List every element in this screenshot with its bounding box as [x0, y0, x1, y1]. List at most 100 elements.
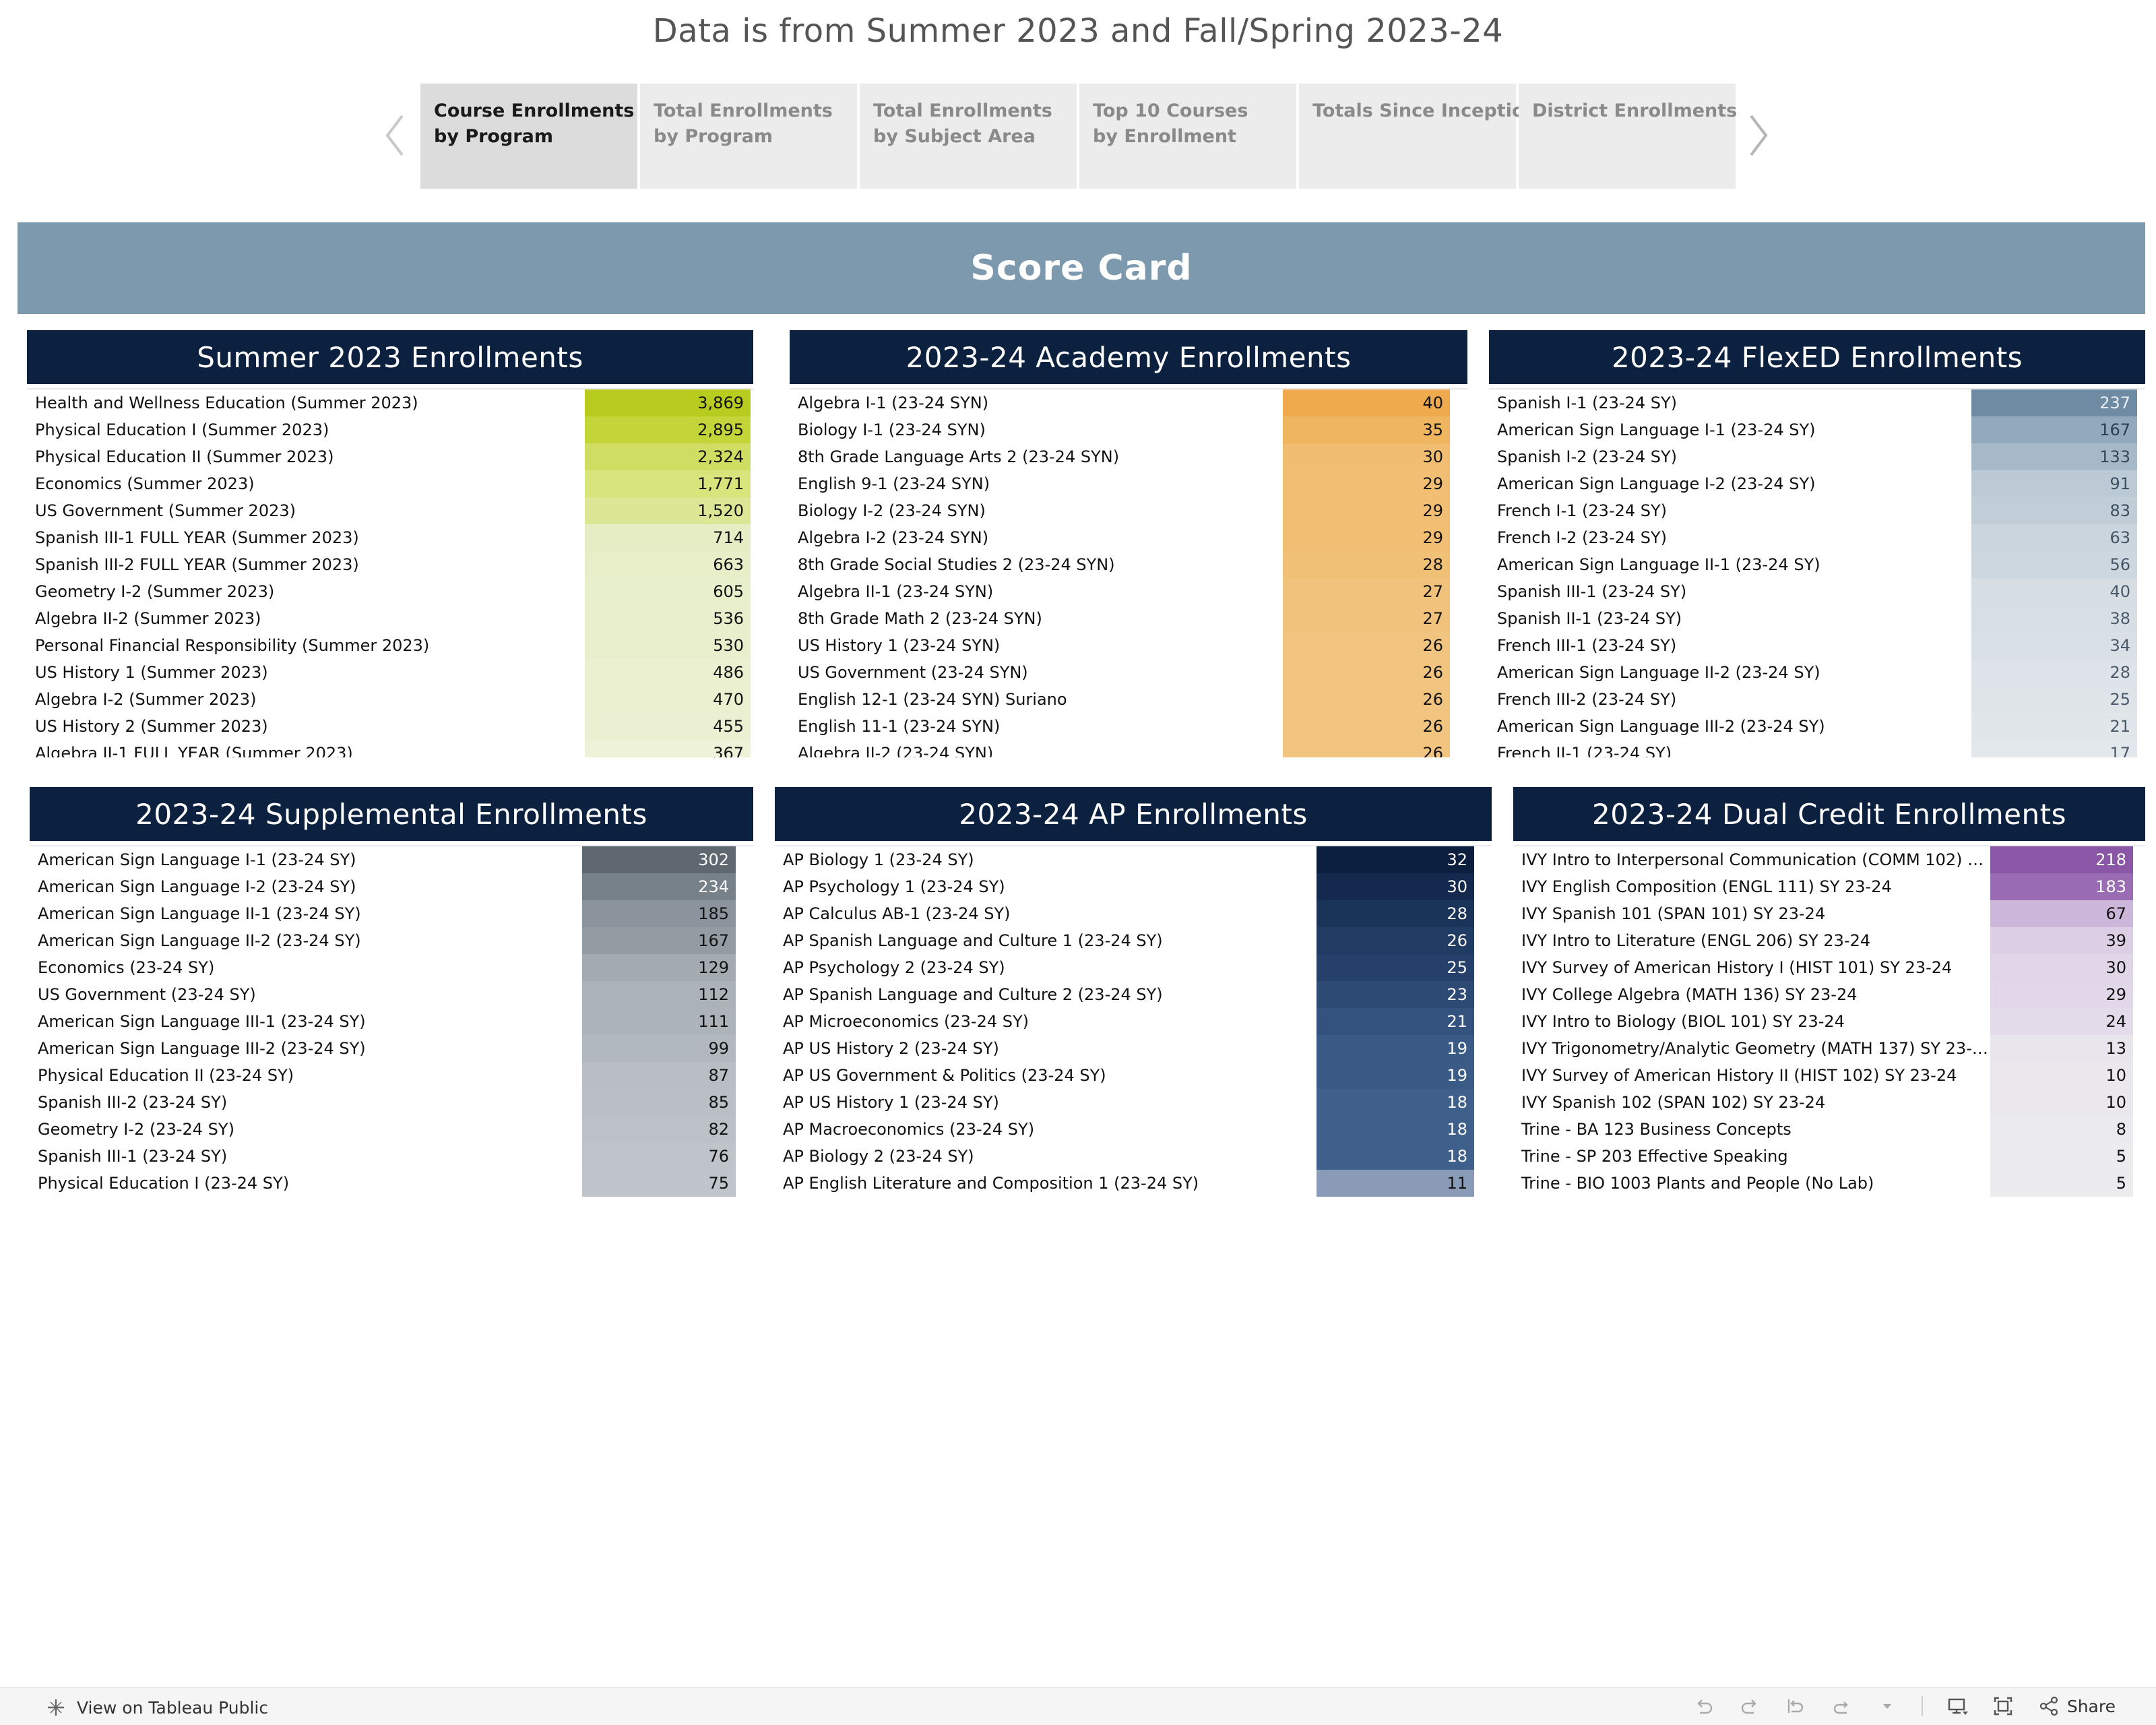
table-row[interactable]: English 11-1 (23-24 SYN) 26: [790, 713, 1467, 740]
table-row[interactable]: Algebra I-2 (Summer 2023) 470: [27, 686, 753, 713]
table-row[interactable]: IVY Spanish 102 (SPAN 102) SY 23-24 10: [1513, 1089, 2145, 1116]
fullscreen-icon[interactable]: [1992, 1695, 2015, 1718]
table-row[interactable]: AP Spanish Language and Culture 1 (23-24…: [775, 927, 1492, 954]
table-row[interactable]: Algebra II-1 FULL YEAR (Summer 2023) 367: [27, 740, 753, 757]
panel-table: American Sign Language I-1 (23-24 SY) 302…: [30, 845, 753, 1197]
table-row[interactable]: Physical Education II (Summer 2023) 2,324: [27, 443, 753, 470]
table-row[interactable]: Personal Financial Responsibility (Summe…: [27, 632, 753, 659]
table-row[interactable]: Economics (Summer 2023) 1,771: [27, 470, 753, 497]
table-row[interactable]: French I-2 (23-24 SY) 63: [1489, 524, 2145, 551]
table-row[interactable]: Physical Education I (23-24 SY) 75: [30, 1170, 753, 1197]
table-row[interactable]: IVY Spanish 101 (SPAN 101) SY 23-24 67: [1513, 900, 2145, 927]
table-row[interactable]: AP US Government & Politics (23-24 SY) 19: [775, 1062, 1492, 1089]
table-row[interactable]: IVY College Algebra (MATH 136) SY 23-24 2…: [1513, 981, 2145, 1008]
table-row[interactable]: American Sign Language II-2 (23-24 SY) 28: [1489, 659, 2145, 686]
table-row[interactable]: American Sign Language I-1 (23-24 SY) 167: [1489, 416, 2145, 443]
table-row[interactable]: AP US History 1 (23-24 SY) 18: [775, 1089, 1492, 1116]
table-row[interactable]: French I-1 (23-24 SY) 83: [1489, 497, 2145, 524]
table-row[interactable]: US History 1 (Summer 2023) 486: [27, 659, 753, 686]
table-row[interactable]: AP Microeconomics (23-24 SY) 21: [775, 1008, 1492, 1035]
dropdown-icon[interactable]: [1876, 1695, 1899, 1718]
table-row[interactable]: Trine - SP 203 Effective Speaking 5: [1513, 1143, 2145, 1170]
table-row[interactable]: American Sign Language I-2 (23-24 SY) 91: [1489, 470, 2145, 497]
tab-district-enrollments[interactable]: District Enrollments: [1519, 84, 1737, 189]
tab-totals-since-inception[interactable]: Totals Since Inception: [1299, 84, 1537, 189]
tab-top-10-courses[interactable]: Top 10 Courses by Enrollment: [1079, 84, 1296, 189]
table-row[interactable]: Spanish I-2 (23-24 SY) 133: [1489, 443, 2145, 470]
view-on-tableau-link[interactable]: View on Tableau Public: [44, 1696, 268, 1719]
table-row[interactable]: US History 2 (Summer 2023) 455: [27, 713, 753, 740]
table-row[interactable]: 8th Grade Social Studies 2 (23-24 SYN) 28: [790, 551, 1467, 578]
table-row[interactable]: IVY Survey of American History I (HIST 1…: [1513, 954, 2145, 981]
table-row[interactable]: American Sign Language II-2 (23-24 SY) 16…: [30, 927, 753, 954]
table-row[interactable]: Physical Education II (23-24 SY) 87: [30, 1062, 753, 1089]
table-row[interactable]: US Government (23-24 SYN) 26: [790, 659, 1467, 686]
table-row[interactable]: 8th Grade Math 2 (23-24 SYN) 27: [790, 605, 1467, 632]
table-row[interactable]: IVY Survey of American History II (HIST …: [1513, 1062, 2145, 1089]
table-row[interactable]: American Sign Language II-1 (23-24 SY) 56: [1489, 551, 2145, 578]
table-row[interactable]: AP Spanish Language and Culture 2 (23-24…: [775, 981, 1492, 1008]
table-row[interactable]: English 9-1 (23-24 SYN) 29: [790, 470, 1467, 497]
table-row[interactable]: Spanish III-1 (23-24 SY) 76: [30, 1143, 753, 1170]
download-icon[interactable]: [1946, 1695, 1969, 1718]
table-row[interactable]: Spanish III-1 FULL YEAR (Summer 2023) 714: [27, 524, 753, 551]
refresh-icon[interactable]: [1830, 1695, 1853, 1718]
table-row[interactable]: Biology I-1 (23-24 SYN) 35: [790, 416, 1467, 443]
table-row[interactable]: American Sign Language I-2 (23-24 SY) 234: [30, 873, 753, 900]
table-row[interactable]: 8th Grade Language Arts 2 (23-24 SYN) 30: [790, 443, 1467, 470]
table-row[interactable]: AP Macroeconomics (23-24 SY) 18: [775, 1116, 1492, 1143]
revert-icon[interactable]: [1784, 1695, 1807, 1718]
redo-icon[interactable]: [1738, 1695, 1761, 1718]
table-row[interactable]: Economics (23-24 SY) 129: [30, 954, 753, 981]
table-row[interactable]: AP Calculus AB-1 (23-24 SY) 28: [775, 900, 1492, 927]
table-row[interactable]: American Sign Language III-2 (23-24 SY) 2…: [1489, 713, 2145, 740]
table-row[interactable]: Geometry I-2 (23-24 SY) 82: [30, 1116, 753, 1143]
table-row[interactable]: English 12-1 (23-24 SYN) Suriano 26: [790, 686, 1467, 713]
table-row[interactable]: US Government (23-24 SY) 112: [30, 981, 753, 1008]
table-row[interactable]: AP English Literature and Composition 1 …: [775, 1170, 1492, 1197]
table-row[interactable]: Spanish III-1 (23-24 SY) 40: [1489, 578, 2145, 605]
table-row[interactable]: IVY Trigonometry/Analytic Geometry (MATH…: [1513, 1035, 2145, 1062]
table-row[interactable]: American Sign Language III-1 (23-24 SY) 1…: [30, 1008, 753, 1035]
table-row[interactable]: Algebra II-2 (Summer 2023) 536: [27, 605, 753, 632]
table-row[interactable]: AP Psychology 1 (23-24 SY) 30: [775, 873, 1492, 900]
table-row[interactable]: AP US History 2 (23-24 SY) 19: [775, 1035, 1492, 1062]
table-row[interactable]: Physical Education I (Summer 2023) 2,895: [27, 416, 753, 443]
table-row[interactable]: IVY Intro to Literature (ENGL 206) SY 23…: [1513, 927, 2145, 954]
table-row[interactable]: Spanish III-2 (23-24 SY) 85: [30, 1089, 753, 1116]
table-row[interactable]: IVY Intro to Biology (BIOL 101) SY 23-24…: [1513, 1008, 2145, 1035]
undo-icon[interactable]: [1692, 1695, 1715, 1718]
table-row[interactable]: Algebra I-2 (23-24 SYN) 29: [790, 524, 1467, 551]
table-row[interactable]: Health and Wellness Education (Summer 20…: [27, 388, 753, 416]
tab-total-enrollments-by-subject[interactable]: Total Enrollments by Subject Area: [860, 84, 1077, 189]
table-row[interactable]: American Sign Language II-1 (23-24 SY) 18…: [30, 900, 753, 927]
table-row[interactable]: French II-1 (23-24 SY) 17: [1489, 740, 2145, 757]
table-row[interactable]: AP Biology 2 (23-24 SY) 18: [775, 1143, 1492, 1170]
tabs-prev-arrow[interactable]: [381, 112, 408, 159]
table-row[interactable]: Biology I-2 (23-24 SYN) 29: [790, 497, 1467, 524]
table-row[interactable]: Algebra I-1 (23-24 SYN) 40: [790, 388, 1467, 416]
course-name: Spanish III-2 (23-24 SY): [38, 1093, 228, 1112]
table-row[interactable]: US History 1 (23-24 SYN) 26: [790, 632, 1467, 659]
tab-total-enrollments-by-program[interactable]: Total Enrollments by Program: [640, 84, 857, 189]
table-row[interactable]: French III-2 (23-24 SY) 25: [1489, 686, 2145, 713]
table-row[interactable]: Algebra II-1 (23-24 SYN) 27: [790, 578, 1467, 605]
table-row[interactable]: US Government (Summer 2023) 1,520: [27, 497, 753, 524]
share-button[interactable]: Share: [2037, 1695, 2116, 1718]
table-row[interactable]: French III-1 (23-24 SY) 34: [1489, 632, 2145, 659]
table-row[interactable]: Trine - BIO 1003 Plants and People (No L…: [1513, 1170, 2145, 1197]
tabs-next-arrow[interactable]: [1745, 112, 1772, 159]
table-row[interactable]: IVY Intro to Interpersonal Communication…: [1513, 845, 2145, 873]
table-row[interactable]: Algebra II-2 (23-24 SYN) 26: [790, 740, 1467, 757]
table-row[interactable]: American Sign Language I-1 (23-24 SY) 302: [30, 845, 753, 873]
tab-course-enrollments-by-program[interactable]: Course Enrollments by Program: [420, 84, 637, 189]
table-row[interactable]: Trine - BA 123 Business Concepts 8: [1513, 1116, 2145, 1143]
table-row[interactable]: Spanish III-2 FULL YEAR (Summer 2023) 663: [27, 551, 753, 578]
table-row[interactable]: AP Psychology 2 (23-24 SY) 25: [775, 954, 1492, 981]
table-row[interactable]: Geometry I-2 (Summer 2023) 605: [27, 578, 753, 605]
table-row[interactable]: IVY English Composition (ENGL 111) SY 23…: [1513, 873, 2145, 900]
table-row[interactable]: Spanish I-1 (23-24 SY) 237: [1489, 388, 2145, 416]
table-row[interactable]: American Sign Language III-2 (23-24 SY) 9…: [30, 1035, 753, 1062]
table-row[interactable]: Spanish II-1 (23-24 SY) 38: [1489, 605, 2145, 632]
table-row[interactable]: AP Biology 1 (23-24 SY) 32: [775, 845, 1492, 873]
